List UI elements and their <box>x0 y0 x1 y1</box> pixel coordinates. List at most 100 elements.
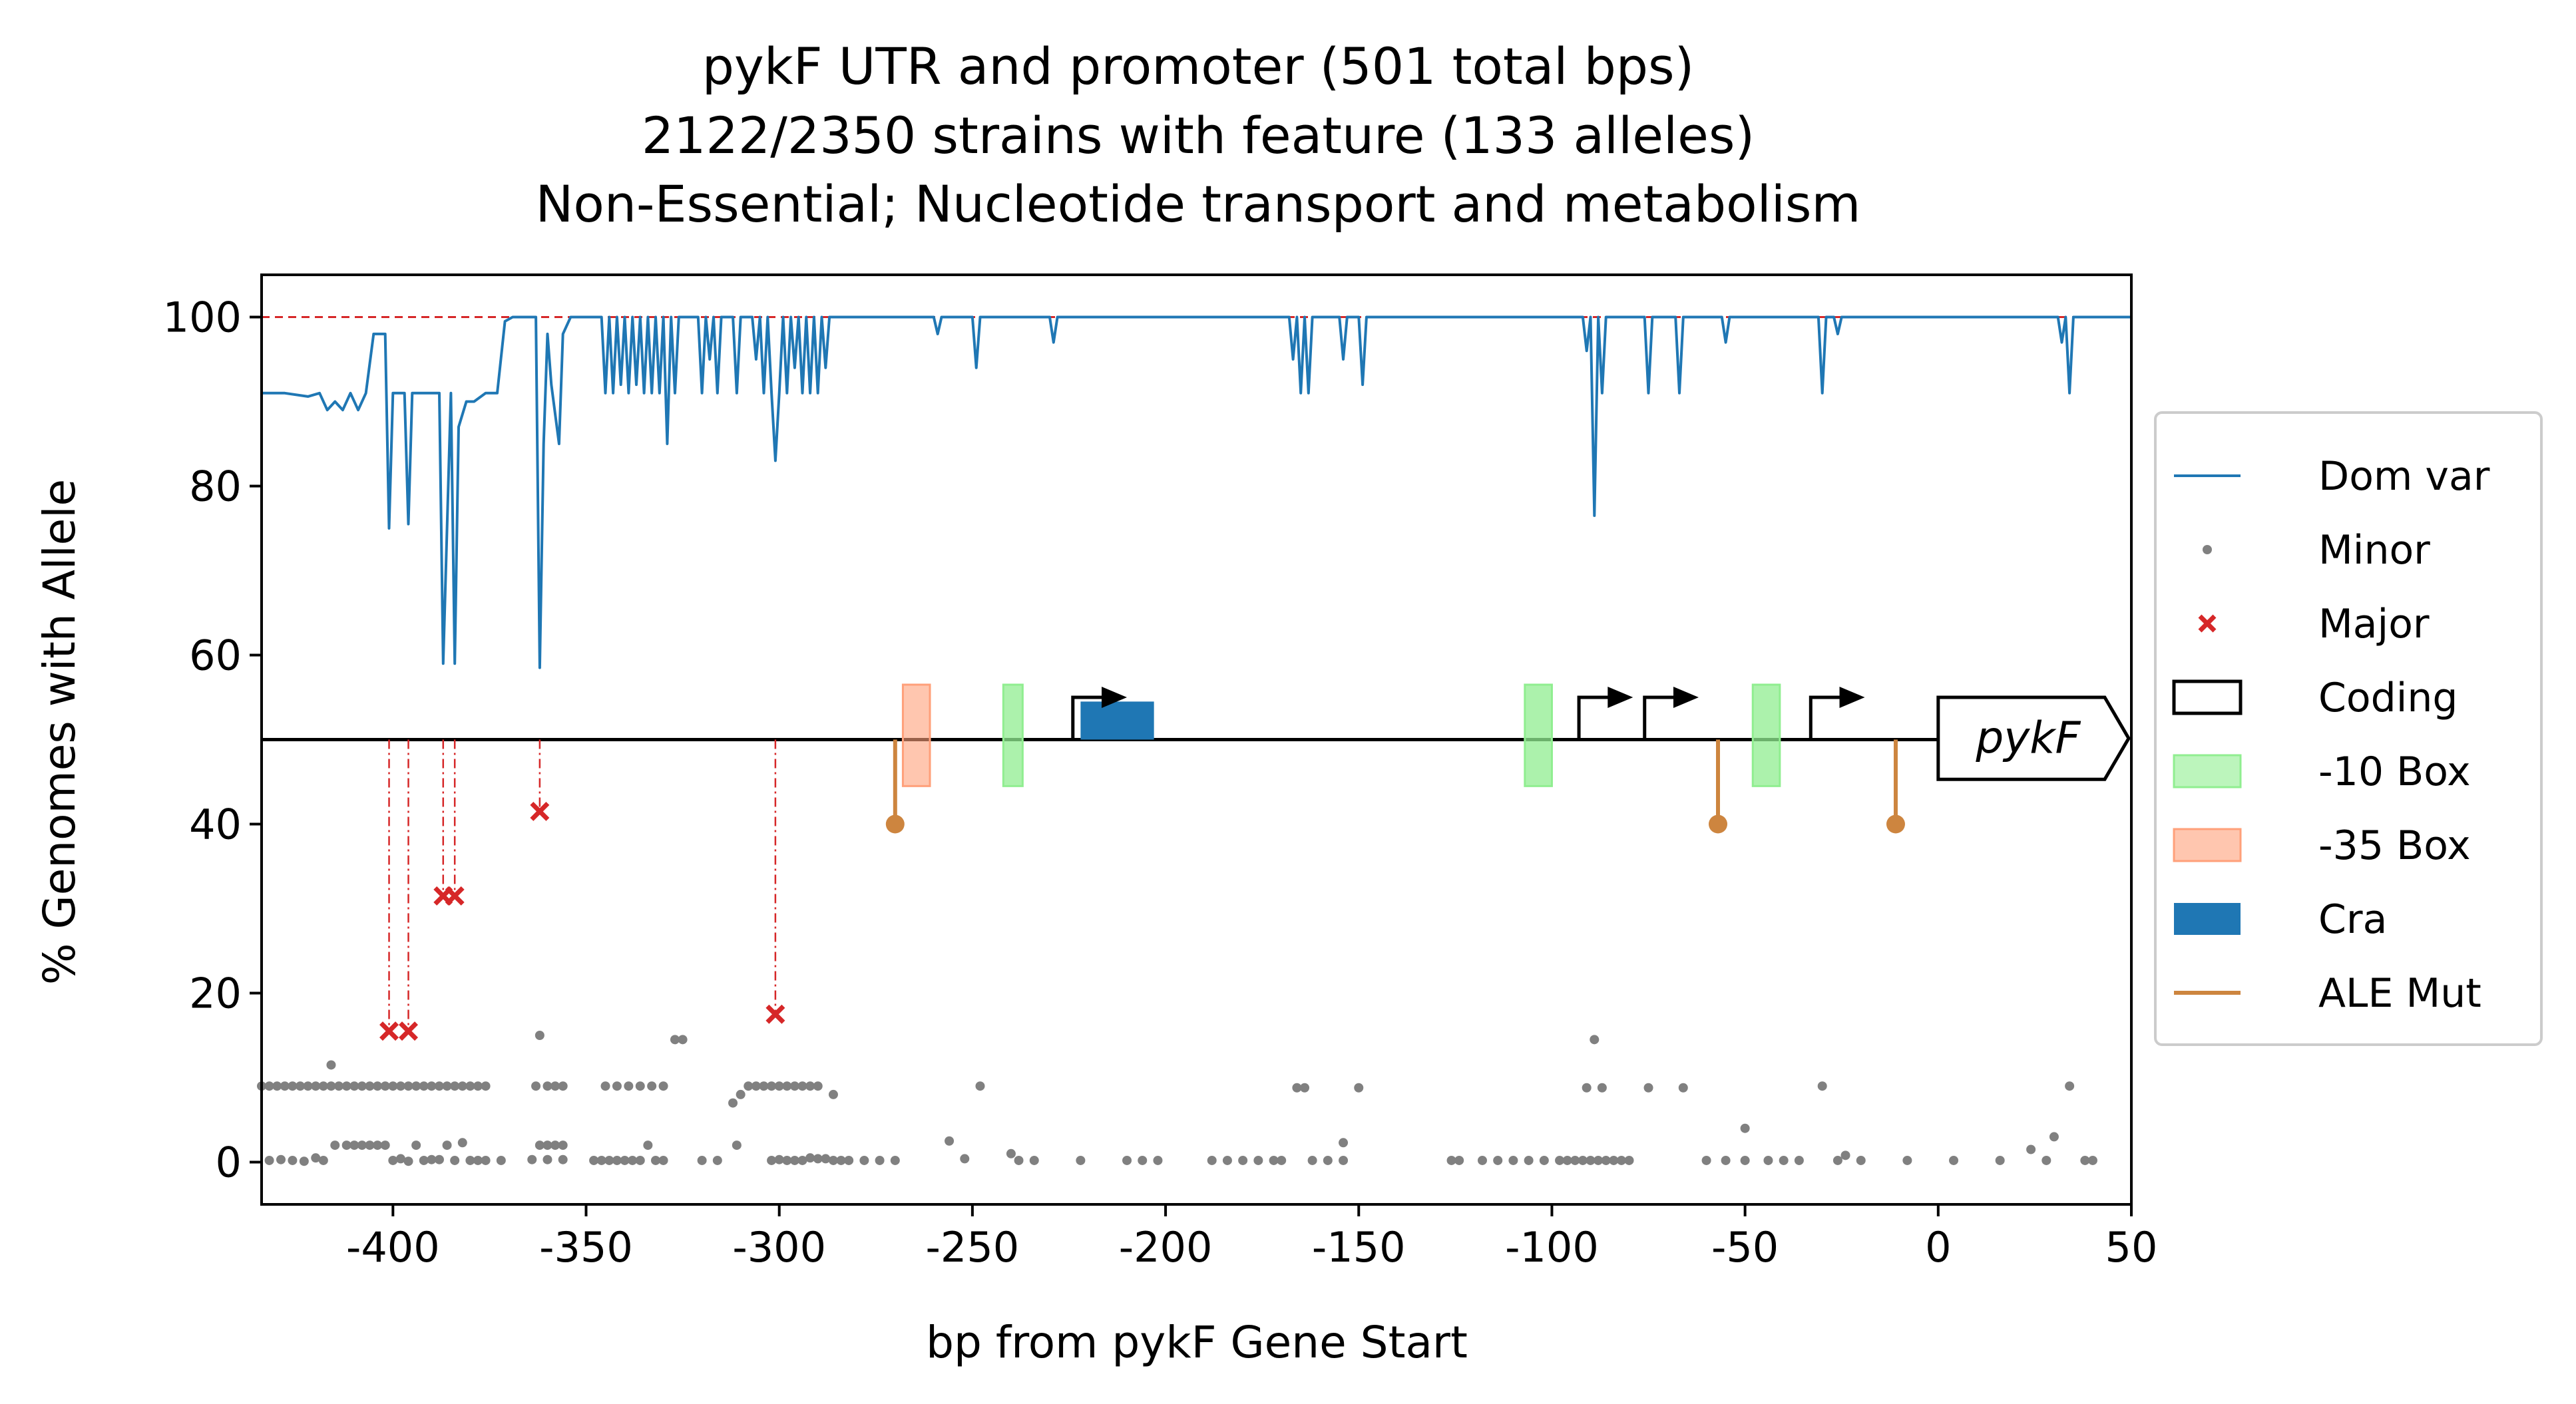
minor-point-149 <box>1562 1155 1572 1165</box>
minor-point-123 <box>1006 1148 1016 1158</box>
minor-point-22 <box>427 1081 437 1091</box>
minor-point-69 <box>558 1154 568 1164</box>
minor-point-80 <box>600 1081 610 1091</box>
minor-point-53 <box>457 1138 467 1148</box>
minor-point-99 <box>797 1081 807 1091</box>
minor-point-159 <box>1597 1083 1607 1093</box>
major-point-5 <box>765 1004 785 1024</box>
legend-handle-2 <box>2198 614 2217 633</box>
minor-point-155 <box>1609 1155 1619 1165</box>
minor-point-144 <box>1493 1155 1503 1165</box>
minor-point-181 <box>2080 1155 2090 1165</box>
minor-point-10 <box>334 1081 344 1091</box>
minor-point-142 <box>1454 1155 1464 1165</box>
minor-point-163 <box>1701 1155 1711 1165</box>
minor-point-106 <box>782 1155 792 1165</box>
minor-point-131 <box>1253 1155 1263 1165</box>
minor-point-40 <box>357 1141 367 1150</box>
minor-point-30 <box>326 1060 336 1070</box>
minor-point-72 <box>604 1155 614 1165</box>
minor-point-140 <box>1354 1083 1364 1093</box>
minor-point-137 <box>1323 1155 1333 1165</box>
ale-mutation-head-2 <box>1886 814 1905 834</box>
chart-title-line-2: 2122/2350 strains with feature (133 alle… <box>642 106 1755 165</box>
chart-title-line-1: pykF UTR and promoter (501 total bps) <box>702 37 1695 96</box>
minor-point-112 <box>828 1155 838 1165</box>
minor-point-28 <box>473 1081 483 1091</box>
minor-point-92 <box>744 1081 753 1091</box>
minor-point-70 <box>589 1155 599 1165</box>
minor-point-146 <box>1524 1155 1534 1165</box>
minor-point-73 <box>612 1155 622 1165</box>
minor-point-36 <box>318 1155 328 1165</box>
minor-point-175 <box>1949 1155 1959 1165</box>
minor-point-98 <box>789 1081 799 1091</box>
minor-point-138 <box>1339 1138 1349 1148</box>
minor-point-102 <box>828 1089 838 1099</box>
minor-point-84 <box>647 1081 657 1091</box>
minor-point-125 <box>1122 1155 1132 1165</box>
minor-point-165 <box>1740 1123 1750 1133</box>
dom-var-line <box>262 315 2131 669</box>
minor-point-44 <box>388 1155 398 1165</box>
y-tick-label-3: 60 <box>189 631 242 680</box>
minor-point-4 <box>288 1081 298 1091</box>
minor-point-162 <box>1678 1083 1688 1093</box>
legend-label-7: ALE Mut <box>2318 970 2481 1017</box>
minor-point-151 <box>1578 1155 1588 1165</box>
minor-point-66 <box>558 1141 568 1150</box>
tss-arrowhead-0 <box>1102 687 1128 708</box>
minor-point-147 <box>1539 1155 1549 1165</box>
minor-point-154 <box>1601 1155 1611 1165</box>
minor-point-109 <box>805 1153 815 1163</box>
minor-point-174 <box>1902 1155 1912 1165</box>
minor-point-12 <box>349 1081 359 1091</box>
ale-mutation-head-0 <box>885 814 905 834</box>
minor-point-38 <box>341 1141 351 1150</box>
minor-point-24 <box>442 1081 452 1091</box>
minor-point-48 <box>419 1155 429 1165</box>
minor-point-16 <box>380 1081 390 1091</box>
minor-point-20 <box>411 1081 421 1091</box>
chart-title-line-3: Non-Essential; Nucleotide transport and … <box>536 174 1861 234</box>
minor-point-143 <box>1477 1155 1487 1165</box>
minor-point-148 <box>1555 1155 1565 1165</box>
minor-point-105 <box>774 1154 784 1164</box>
minor-point-74 <box>620 1155 630 1165</box>
minor-point-43 <box>380 1141 390 1150</box>
legend-handle-4 <box>2173 754 2242 789</box>
minor-point-167 <box>1763 1155 1773 1165</box>
plot-area: pykF <box>257 315 2131 1166</box>
minor-point-97 <box>782 1081 792 1091</box>
minor-point-26 <box>457 1081 467 1091</box>
minor-point-129 <box>1222 1155 1232 1165</box>
minor-point-94 <box>759 1081 769 1091</box>
minor-point-178 <box>2041 1155 2051 1165</box>
x-tick-label-6: -100 <box>1505 1223 1599 1272</box>
minor-point-33 <box>288 1155 298 1165</box>
minor-point-173 <box>1856 1155 1866 1165</box>
minor-point-25 <box>450 1081 460 1091</box>
minor-point-56 <box>481 1155 491 1165</box>
minor-point-82 <box>624 1081 634 1091</box>
coding-gene-arrow <box>1936 695 2131 781</box>
minor-point-141 <box>1446 1155 1456 1165</box>
legend-label-1: Minor <box>2318 527 2430 574</box>
minor-point-62 <box>558 1081 568 1091</box>
minor-point-158 <box>1582 1083 1592 1093</box>
minor-point-37 <box>330 1141 340 1150</box>
minor-point-133 <box>1277 1155 1287 1165</box>
tss-arrowhead-3 <box>1839 687 1865 708</box>
minor-point-116 <box>875 1155 885 1165</box>
legend-handle-3 <box>2172 679 2243 715</box>
minor-point-130 <box>1238 1155 1248 1165</box>
legend-label-3: Coding <box>2318 675 2458 721</box>
minor-point-47 <box>411 1141 421 1150</box>
minor-point-180 <box>2065 1081 2075 1091</box>
minor-point-132 <box>1269 1155 1279 1165</box>
x-tick-label-2: -300 <box>732 1223 826 1272</box>
tss-arrow-0 <box>1071 695 1105 740</box>
minor-point-86 <box>670 1035 680 1045</box>
minor-point-153 <box>1594 1155 1604 1165</box>
minor-point-79 <box>658 1155 668 1165</box>
